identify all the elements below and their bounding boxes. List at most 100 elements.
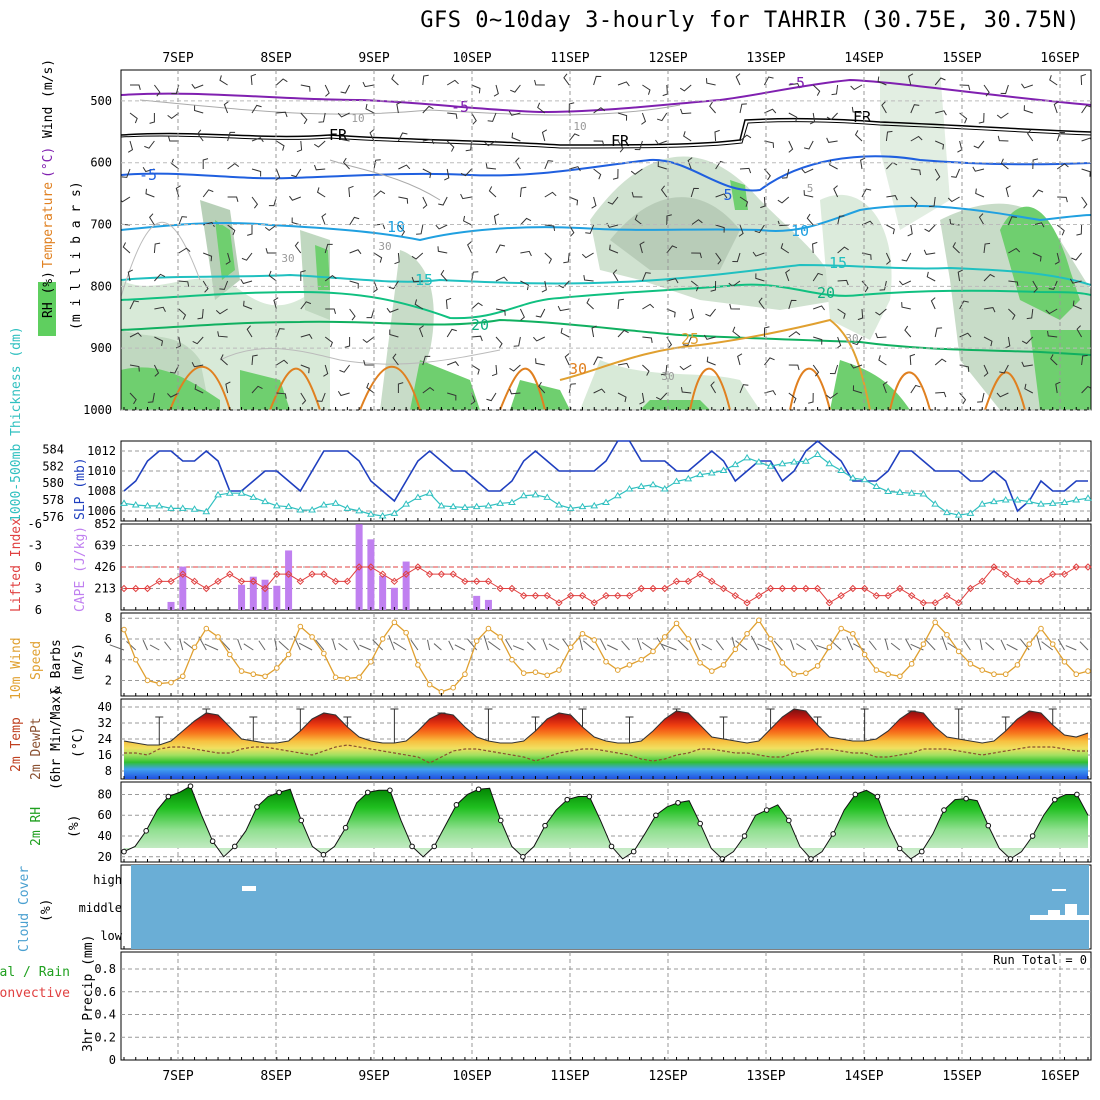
wind-barb — [363, 360, 374, 366]
lifted-index-point — [590, 599, 598, 607]
thickness-point — [743, 453, 751, 461]
wind-speed-point — [850, 630, 856, 637]
rh-tick-label: 60 — [98, 808, 112, 822]
surface-wind-barb — [735, 640, 748, 651]
wind-speed-point — [168, 679, 174, 686]
wind-speed-point — [614, 667, 621, 673]
rh-point — [431, 843, 438, 850]
rh-tick-label: 40 — [98, 829, 112, 843]
cape-bar — [179, 566, 187, 610]
thickness-point — [848, 474, 857, 481]
rh-point — [497, 817, 504, 824]
wind-barb — [129, 332, 142, 338]
wind-barb — [276, 111, 288, 118]
wind-speed-point — [814, 663, 821, 669]
wind-barb — [910, 168, 921, 176]
wind-barb — [300, 301, 312, 310]
wind-barb — [732, 326, 741, 338]
wind-speed-point — [685, 636, 692, 642]
rh-point — [342, 824, 349, 831]
top-date-label: 13SEP — [746, 51, 785, 66]
wind-barb — [959, 332, 972, 338]
wind-barb — [349, 308, 356, 321]
lifted-index-tick-label: -6 — [28, 517, 42, 531]
wind-speed-point — [215, 634, 221, 640]
lifted-index-point — [649, 584, 657, 593]
contour-label: 10 — [387, 218, 405, 236]
wind-barb — [467, 241, 473, 254]
wind-barb — [1081, 354, 1088, 366]
wind-tick-label: 8 — [105, 611, 112, 625]
wind-barb — [826, 392, 838, 399]
lifted-index-point — [496, 584, 504, 593]
wind-barb — [411, 252, 424, 260]
wind-barb — [471, 271, 479, 282]
contour-label: 30 — [281, 252, 294, 265]
wind-speed-point — [356, 674, 362, 681]
wind-barb — [655, 139, 667, 145]
thickness-point — [1013, 495, 1022, 503]
wind-barb — [178, 216, 188, 226]
wind-barb — [440, 269, 448, 282]
wind-barb — [203, 252, 213, 262]
wind-barb — [617, 392, 627, 403]
lifted-index-point — [825, 599, 834, 607]
wind-barb — [240, 278, 253, 285]
wind-speed-point — [485, 625, 492, 632]
wind-barb — [788, 140, 794, 153]
wind-barb — [1081, 137, 1091, 142]
surface-wind-barb — [448, 640, 454, 651]
thickness-point — [754, 458, 763, 465]
lifted-index-point — [284, 570, 293, 578]
wind-barb — [225, 381, 231, 394]
wind-barb — [1049, 75, 1058, 86]
wind-barb — [471, 302, 483, 310]
cloud-ylabel-1: Cloud Cover — [17, 866, 32, 952]
surface-wind-barb — [315, 639, 325, 651]
temp-tick-label: 24 — [98, 732, 112, 746]
rh-point — [387, 787, 393, 794]
surface-wind-barb — [641, 641, 654, 651]
wind-barb — [396, 101, 402, 114]
wind-barb — [519, 186, 527, 198]
wind-barb — [316, 392, 326, 402]
thickness-point — [543, 493, 552, 500]
surface-wind-barb — [179, 639, 184, 651]
cape-bar — [367, 539, 375, 610]
thickness-point — [813, 450, 822, 457]
bottom-date-label: 10SEP — [452, 1069, 491, 1084]
lifted-index-point — [390, 577, 399, 586]
surface-wind-barb — [483, 635, 489, 651]
wind-barb — [688, 308, 695, 321]
thickness-point — [131, 501, 140, 508]
lifted-index-point — [120, 584, 128, 593]
wind-barb — [641, 112, 647, 125]
wind-speed-point — [744, 630, 750, 637]
contour-label: 30 — [569, 360, 587, 378]
wind-barb — [175, 336, 182, 349]
wind-barb — [520, 250, 532, 257]
lifted-index-point — [719, 584, 728, 593]
wind-speed-point — [697, 660, 703, 666]
surface-wind-barb — [274, 638, 278, 651]
wind-barb — [422, 168, 432, 179]
wind-barb — [422, 355, 431, 366]
wind-speed-point — [121, 626, 127, 633]
contour-label: FR — [853, 108, 872, 126]
wind-barb — [520, 217, 532, 226]
wind-barb — [852, 336, 863, 346]
wind-barb — [777, 220, 789, 227]
wind-speed-point — [779, 660, 786, 666]
lifted-index-point — [696, 570, 704, 578]
lifted-index-point — [179, 570, 187, 578]
cape-bar — [167, 601, 175, 610]
wind-speed-point — [979, 667, 985, 673]
wind-barb — [957, 269, 963, 282]
wind-barb — [324, 243, 333, 254]
wind-barb — [812, 364, 820, 377]
temperature-area — [124, 709, 1088, 779]
surface-wind-barb — [426, 639, 431, 651]
cape-bar — [402, 561, 410, 610]
wind-barb — [544, 252, 553, 264]
surface-wind-barb — [868, 640, 877, 651]
